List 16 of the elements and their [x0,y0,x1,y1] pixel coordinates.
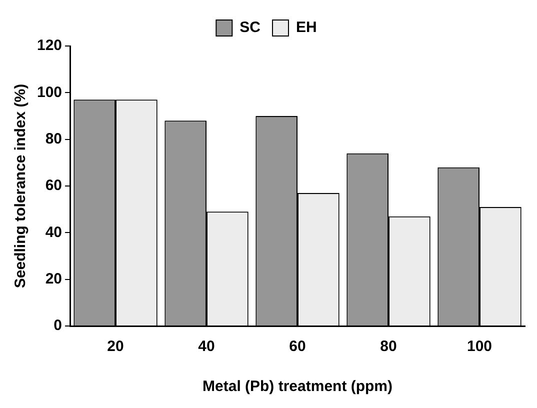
legend-label: EH [296,19,317,36]
y-tick-label: 40 [45,224,62,241]
y-tick-label: 0 [54,317,62,334]
y-tick-label: 60 [45,177,62,194]
x-tick-label: 40 [198,338,215,356]
x-tick-label: 60 [289,338,306,356]
y-tick-label: 100 [36,84,62,101]
legend-label: SC [240,19,261,36]
x-tick-label: 100 [466,338,492,356]
y-tick-label: 20 [45,270,62,288]
y-tick-label: 120 [36,37,62,54]
x-tick-label: 80 [380,338,397,356]
y-axis-title: Seedling tolerance index (%) [12,84,30,288]
y-tick-label: 80 [45,130,62,148]
x-tick-label: 20 [107,338,124,356]
x-axis-title: Metal (Pb) treatment (ppm) [202,378,393,396]
